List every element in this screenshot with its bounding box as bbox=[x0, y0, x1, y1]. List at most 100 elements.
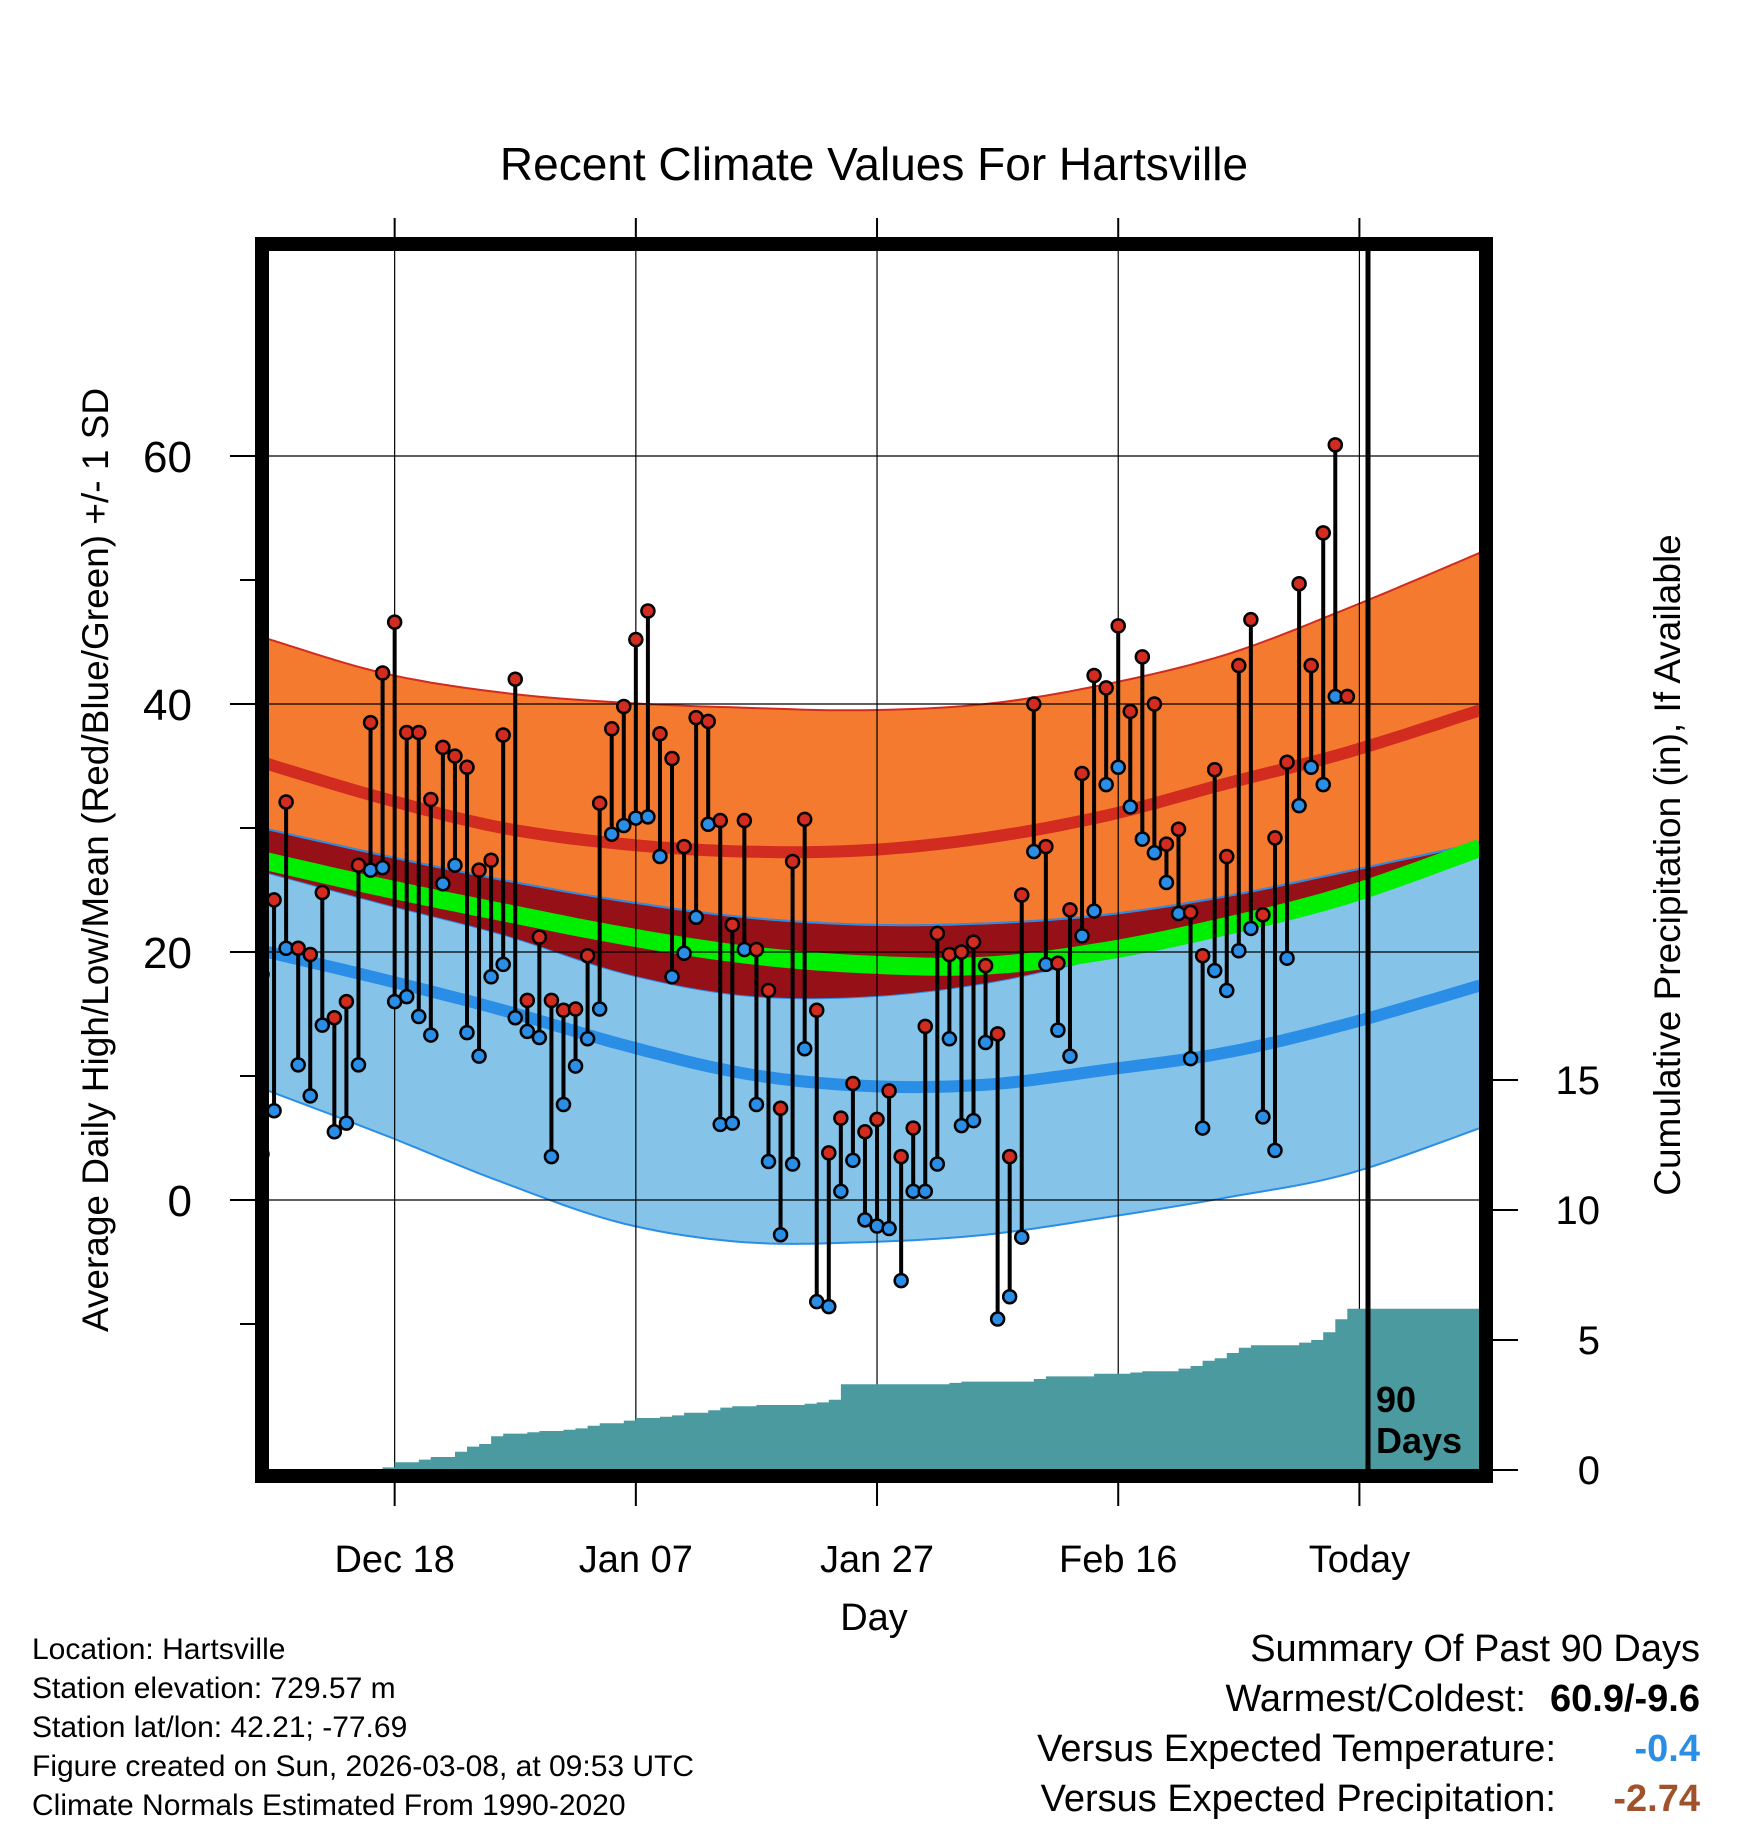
low-temp-point bbox=[1315, 776, 1331, 793]
location-text: Location: Hartsville bbox=[32, 1633, 286, 1666]
low-temp-point bbox=[411, 1008, 427, 1025]
high-temp-point bbox=[519, 992, 536, 1009]
high-temp-point bbox=[977, 957, 994, 974]
high-temp-point bbox=[326, 1009, 343, 1026]
low-temp-point bbox=[435, 876, 451, 892]
high-temp-point bbox=[1327, 437, 1344, 453]
high-temp-point bbox=[1194, 947, 1211, 964]
normals-text: Climate Normals Estimated From 1990-2020 bbox=[32, 1789, 626, 1822]
low-temp-point bbox=[398, 988, 415, 1005]
high-temp-point bbox=[1086, 667, 1102, 684]
high-temp-point bbox=[953, 944, 970, 960]
high-temp-point bbox=[1062, 902, 1078, 918]
x-tick-label: Jan 07 bbox=[579, 1539, 693, 1581]
low-temp-point bbox=[1255, 1109, 1271, 1125]
high-temp-point bbox=[567, 1001, 584, 1017]
low-temp-point bbox=[507, 1009, 523, 1026]
high-temp-point bbox=[941, 946, 958, 963]
high-temp-point bbox=[628, 631, 644, 648]
high-temp-point bbox=[411, 724, 427, 741]
high-temp-point bbox=[350, 857, 367, 873]
high-temp-point bbox=[724, 916, 741, 933]
low-temp-point bbox=[447, 857, 463, 873]
high-temp-point bbox=[664, 750, 680, 767]
temp-value: -0.4 bbox=[1634, 1728, 1700, 1770]
x-tick-label: Today bbox=[1309, 1539, 1410, 1581]
high-temp-point bbox=[1013, 887, 1030, 903]
low-temp-point bbox=[640, 809, 656, 825]
high-temp-point bbox=[833, 1110, 849, 1126]
low-temp-point bbox=[1013, 1229, 1030, 1245]
high-temp-point bbox=[531, 929, 548, 945]
high-temp-point bbox=[579, 947, 596, 964]
low-temp-point bbox=[929, 1156, 946, 1172]
precip-label: Versus Expected Precipitation: bbox=[1040, 1778, 1556, 1820]
low-temp-point bbox=[857, 1212, 873, 1228]
high-lower-edge bbox=[262, 827, 1480, 927]
high-temp-point bbox=[423, 791, 439, 808]
summary-precip-row: Versus Expected Precipitation: -2.74 bbox=[1037, 1774, 1700, 1824]
high-temp-point bbox=[1026, 696, 1042, 712]
low-temp-point bbox=[579, 1031, 596, 1047]
low-temp-point bbox=[603, 826, 620, 842]
high-temp-point bbox=[362, 714, 379, 731]
high-temp-point bbox=[591, 795, 608, 811]
high-temp-point bbox=[1291, 575, 1307, 592]
high-temp-point bbox=[1267, 830, 1283, 846]
high-temp-point bbox=[1206, 761, 1223, 778]
high-normal-line bbox=[262, 704, 1480, 859]
high-temp-point bbox=[1170, 821, 1187, 837]
high-temp-point bbox=[676, 838, 692, 855]
high-temp-point bbox=[1219, 848, 1235, 865]
high-temp-point bbox=[796, 811, 813, 828]
y2-axis-label: Cumulative Precipitation (in), If Availa… bbox=[1647, 534, 1688, 1196]
warmest-value: 60.9/-9.6 bbox=[1550, 1678, 1700, 1720]
low-temp-point bbox=[965, 1112, 982, 1129]
low-temp-point bbox=[471, 1048, 487, 1064]
high-temp-point bbox=[447, 748, 463, 764]
low-temp-point bbox=[784, 1156, 801, 1172]
low-temp-point bbox=[266, 1102, 282, 1119]
high-temp-point bbox=[869, 1111, 885, 1128]
low-temp-point bbox=[881, 1220, 897, 1237]
low-temp-point bbox=[1158, 874, 1175, 891]
high-temp-point bbox=[772, 1100, 789, 1116]
high-temp-point bbox=[1255, 907, 1271, 923]
high-temp-point bbox=[495, 727, 511, 743]
high-temp-point bbox=[603, 721, 620, 737]
low-temp-point bbox=[1074, 928, 1090, 944]
high-temp-point bbox=[543, 992, 560, 1009]
low-temp-point bbox=[772, 1226, 789, 1243]
high-temp-point bbox=[459, 759, 475, 775]
low-temp-point bbox=[1279, 950, 1295, 966]
high-temp-point bbox=[905, 1120, 921, 1136]
low-temp-point bbox=[543, 1148, 560, 1165]
low-temp-point bbox=[1303, 759, 1319, 775]
high-temp-point bbox=[881, 1083, 897, 1099]
x-tick-label: Jan 27 bbox=[820, 1539, 934, 1581]
low-temp-point bbox=[326, 1124, 343, 1140]
high-temp-point bbox=[314, 884, 331, 901]
y-tick-label: 60 bbox=[143, 433, 192, 482]
low-temp-point bbox=[893, 1272, 909, 1289]
high-temp-point bbox=[965, 934, 982, 950]
high-temp-point bbox=[386, 614, 403, 630]
low-temp-point bbox=[845, 1152, 861, 1169]
high-temp-point bbox=[736, 812, 753, 829]
low-temp-point bbox=[688, 909, 704, 926]
high-temp-point bbox=[1074, 765, 1090, 782]
low-temp-point bbox=[591, 1001, 608, 1017]
chart-title: Recent Climate Values For Hartsville bbox=[500, 138, 1248, 190]
high-temp-point bbox=[1038, 838, 1054, 855]
summary-temp-row: Versus Expected Temperature: -0.4 bbox=[1037, 1724, 1700, 1774]
high-temp-point bbox=[821, 1145, 837, 1161]
low-temp-point bbox=[555, 1096, 572, 1113]
low-temp-point bbox=[531, 1029, 548, 1046]
low-temp-point bbox=[290, 1057, 306, 1073]
low-temp-point bbox=[917, 1183, 934, 1200]
low-temp-point bbox=[724, 1115, 741, 1131]
low-temp-point bbox=[1194, 1120, 1211, 1136]
low-temp-point bbox=[869, 1218, 885, 1234]
high-temp-point bbox=[1243, 611, 1259, 628]
high-temp-point bbox=[471, 862, 487, 878]
